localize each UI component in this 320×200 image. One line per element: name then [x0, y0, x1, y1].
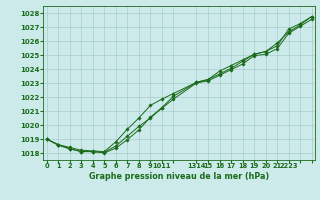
X-axis label: Graphe pression niveau de la mer (hPa): Graphe pression niveau de la mer (hPa): [89, 172, 269, 181]
